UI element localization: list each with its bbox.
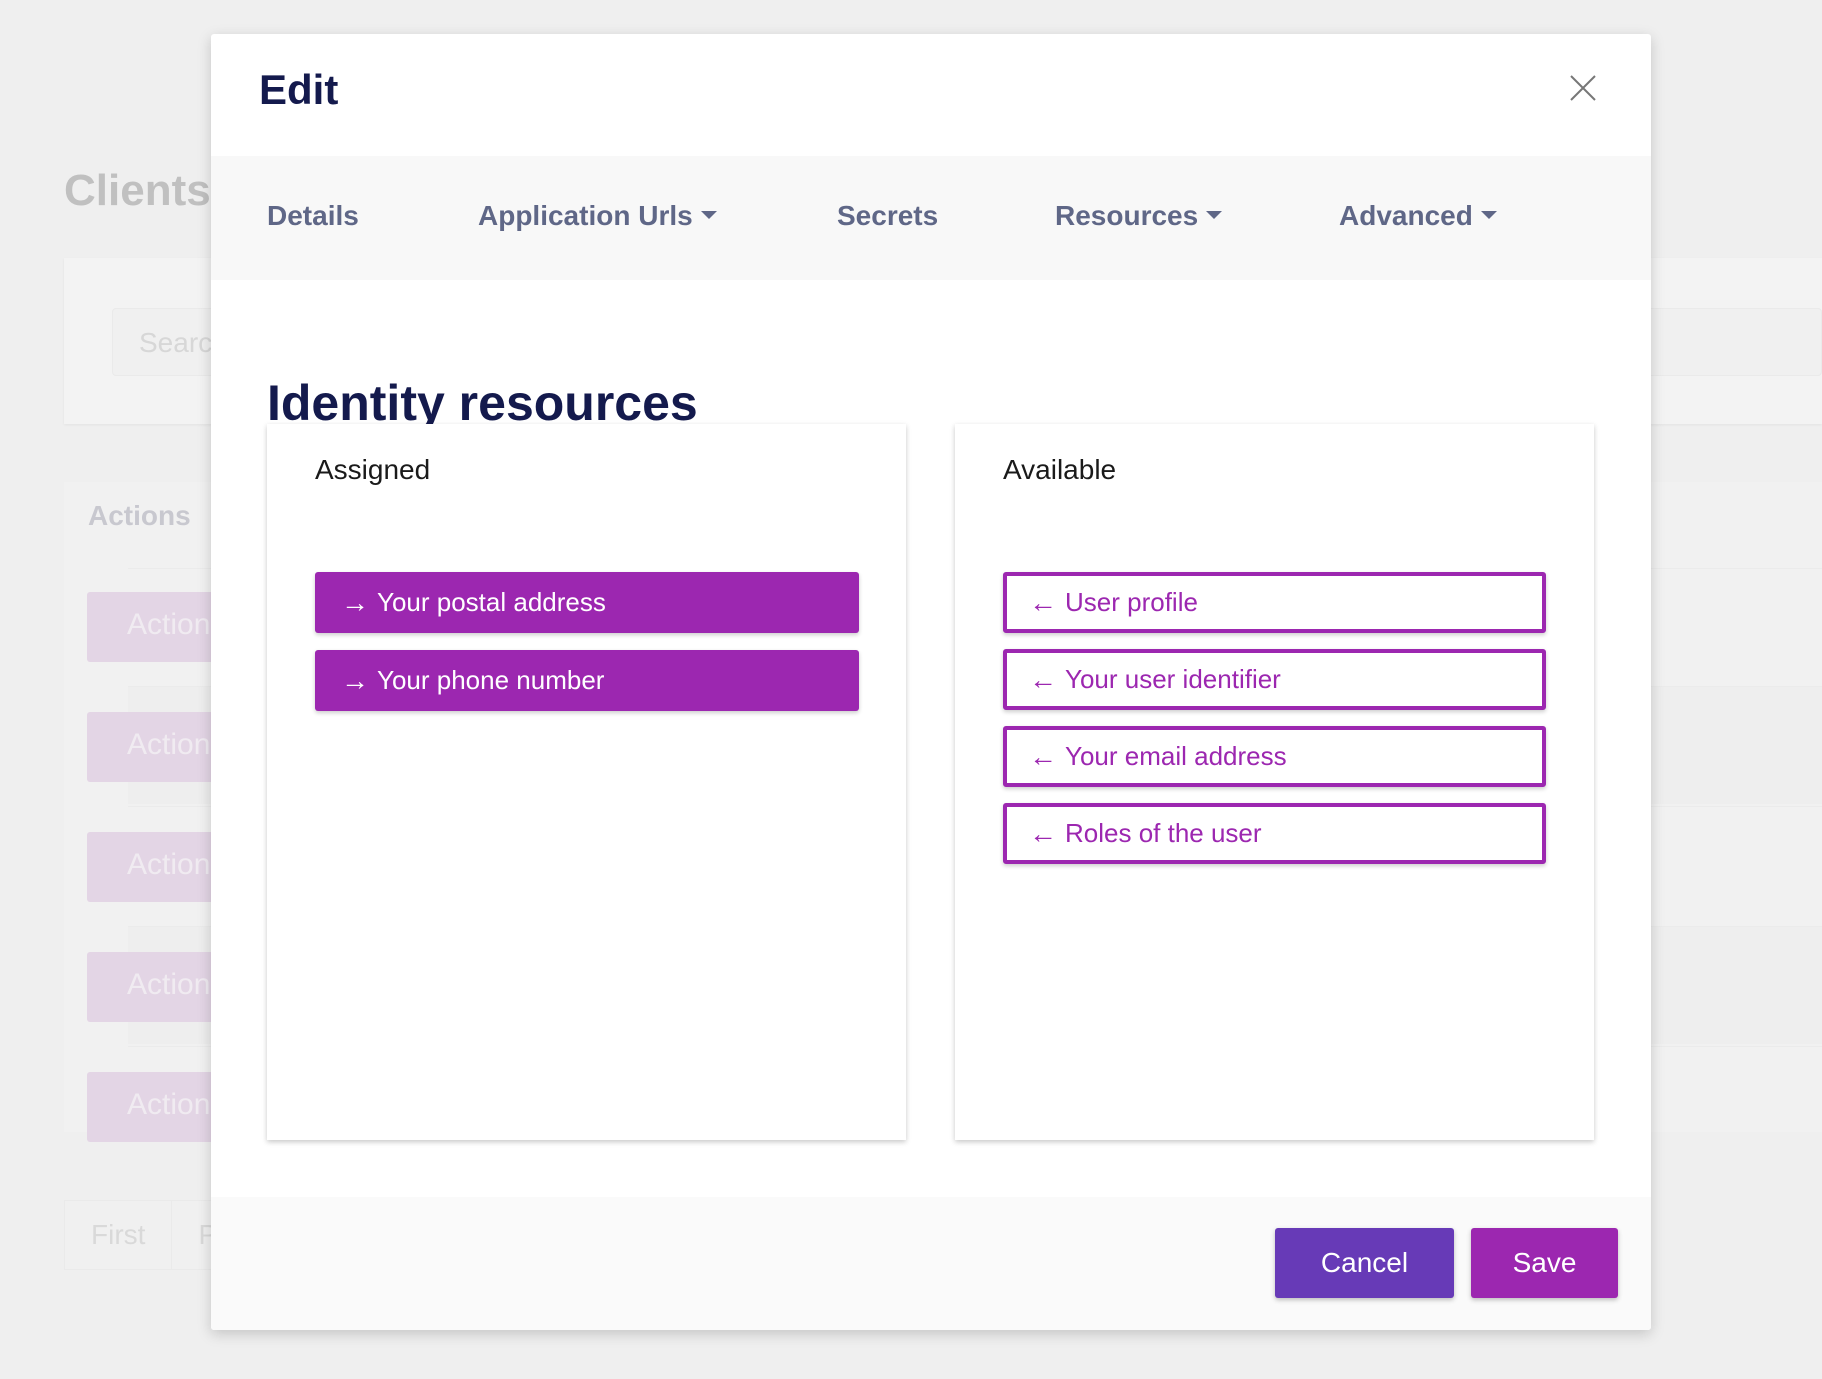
available-item-email-address[interactable]: ← Your email address [1003,726,1546,787]
available-item-roles[interactable]: ← Roles of the user [1003,803,1546,864]
tab-details[interactable]: Details [267,200,359,232]
modal-title: Edit [259,66,339,113]
tab-advanced[interactable]: Advanced [1339,200,1497,232]
modal-header: Edit [211,34,1651,156]
arrow-left-icon: ← [1029,663,1057,695]
tab-label: Details [267,200,359,231]
page-title: Clients [64,166,211,215]
tab-resources[interactable]: Resources [1055,200,1223,232]
save-button[interactable]: Save [1471,1228,1618,1298]
available-panel: Available ← User profile ← Your user ident… [955,424,1594,1140]
caret-down-icon [1206,211,1223,219]
assigned-item-phone-number[interactable]: → Your phone number [315,650,859,711]
available-item-user-identifier[interactable]: ← Your user identifier [1003,649,1546,710]
modal-footer: Cancel Save [211,1197,1651,1330]
arrow-left-icon: ← [1029,817,1057,849]
section-title: Identity resources [267,375,698,431]
edit-modal: Edit Details Application Urls Secrets Re… [211,34,1651,1330]
item-label: Your phone number [377,665,605,695]
item-label: Roles of the user [1065,818,1262,848]
close-icon[interactable] [1565,70,1601,106]
arrow-left-icon: ← [1029,740,1057,772]
available-label: Available [1003,454,1117,485]
tab-label: Advanced [1339,200,1473,231]
item-label: Your postal address [377,587,606,617]
tab-label: Application Urls [478,200,693,231]
tab-label: Secrets [837,200,939,231]
available-item-user-profile[interactable]: ← User profile [1003,572,1546,633]
cancel-button[interactable]: Cancel [1275,1228,1454,1298]
caret-down-icon [1480,211,1497,219]
arrow-right-icon: → [341,586,369,618]
item-label: User profile [1065,587,1198,617]
assigned-panel: Assigned → Your postal address → Your phon… [267,424,906,1140]
item-label: Your email address [1065,741,1287,771]
assigned-label: Assigned [315,454,431,485]
table-header-actions: Actions [88,500,191,531]
item-label: Your user identifier [1065,664,1281,694]
modal-tabs: Details Application Urls Secrets Resourc… [211,156,1651,280]
arrow-right-icon: → [341,664,369,696]
pagination-first[interactable]: First [65,1201,173,1269]
tab-application-urls[interactable]: Application Urls [478,200,717,232]
tab-label: Resources [1055,200,1199,231]
assigned-item-postal-address[interactable]: → Your postal address [315,572,859,633]
caret-down-icon [700,211,717,219]
arrow-left-icon: ← [1029,586,1057,618]
tab-secrets[interactable]: Secrets [837,200,938,232]
